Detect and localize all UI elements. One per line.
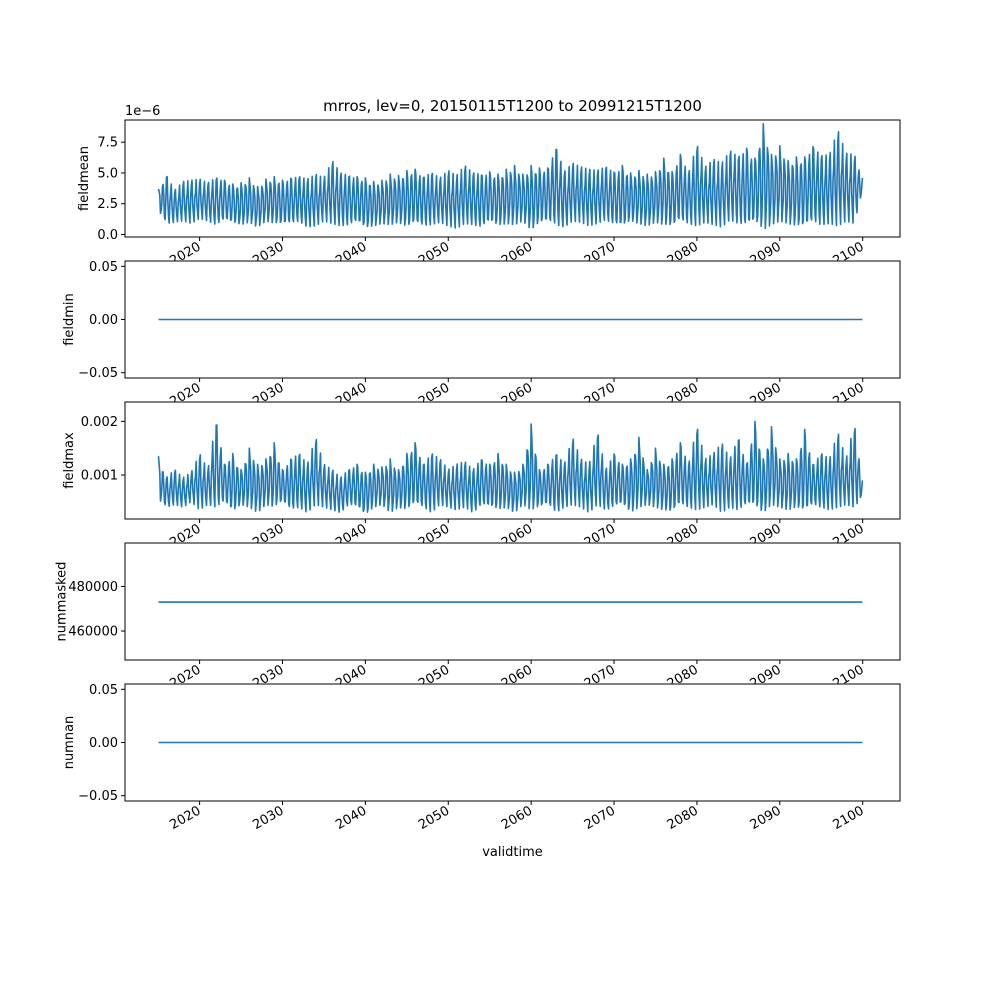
y-axis-label-numnan: numnan — [62, 716, 77, 770]
y-tick-label: 460000 — [68, 625, 118, 640]
y-tick-label: 0.00 — [89, 736, 118, 751]
y-tick-label: −0.05 — [78, 366, 118, 381]
y-tick-label: 480000 — [68, 580, 118, 595]
y-axis-label-fieldmean: fieldmean — [77, 146, 92, 211]
y-tick-label: 0.001 — [81, 468, 118, 483]
y-tick-label: 0.05 — [89, 260, 118, 275]
y-tick-label: 0.05 — [89, 683, 118, 698]
series-line-fieldmean — [157, 122, 864, 230]
y-tick-label: 0.00 — [89, 313, 118, 328]
y-tick-label: 5.0 — [97, 166, 118, 181]
y-axis-label-fieldmax: fieldmax — [62, 432, 77, 489]
y-axis-label-nummasked: nummasked — [54, 562, 69, 642]
y-axis-label-fieldmin: fieldmin — [62, 293, 77, 346]
y-offset-text: 1e−6 — [125, 104, 160, 119]
y-tick-label: 0.002 — [81, 415, 118, 430]
axes-frame-fieldmean — [124, 119, 901, 238]
axes-frame-nummasked — [124, 542, 901, 661]
series-line-fieldmax — [157, 420, 864, 513]
x-axis-label: validtime — [482, 845, 543, 860]
y-tick-label: 7.5 — [97, 136, 118, 151]
y-tick-label: 2.5 — [97, 197, 118, 212]
y-tick-label: −0.05 — [78, 789, 118, 804]
axes-frame-fieldmax — [124, 401, 901, 520]
chart-title: mrros, lev=0, 20150115T1200 to 20991215T… — [323, 97, 702, 115]
y-tick-label: 0.0 — [97, 228, 118, 243]
